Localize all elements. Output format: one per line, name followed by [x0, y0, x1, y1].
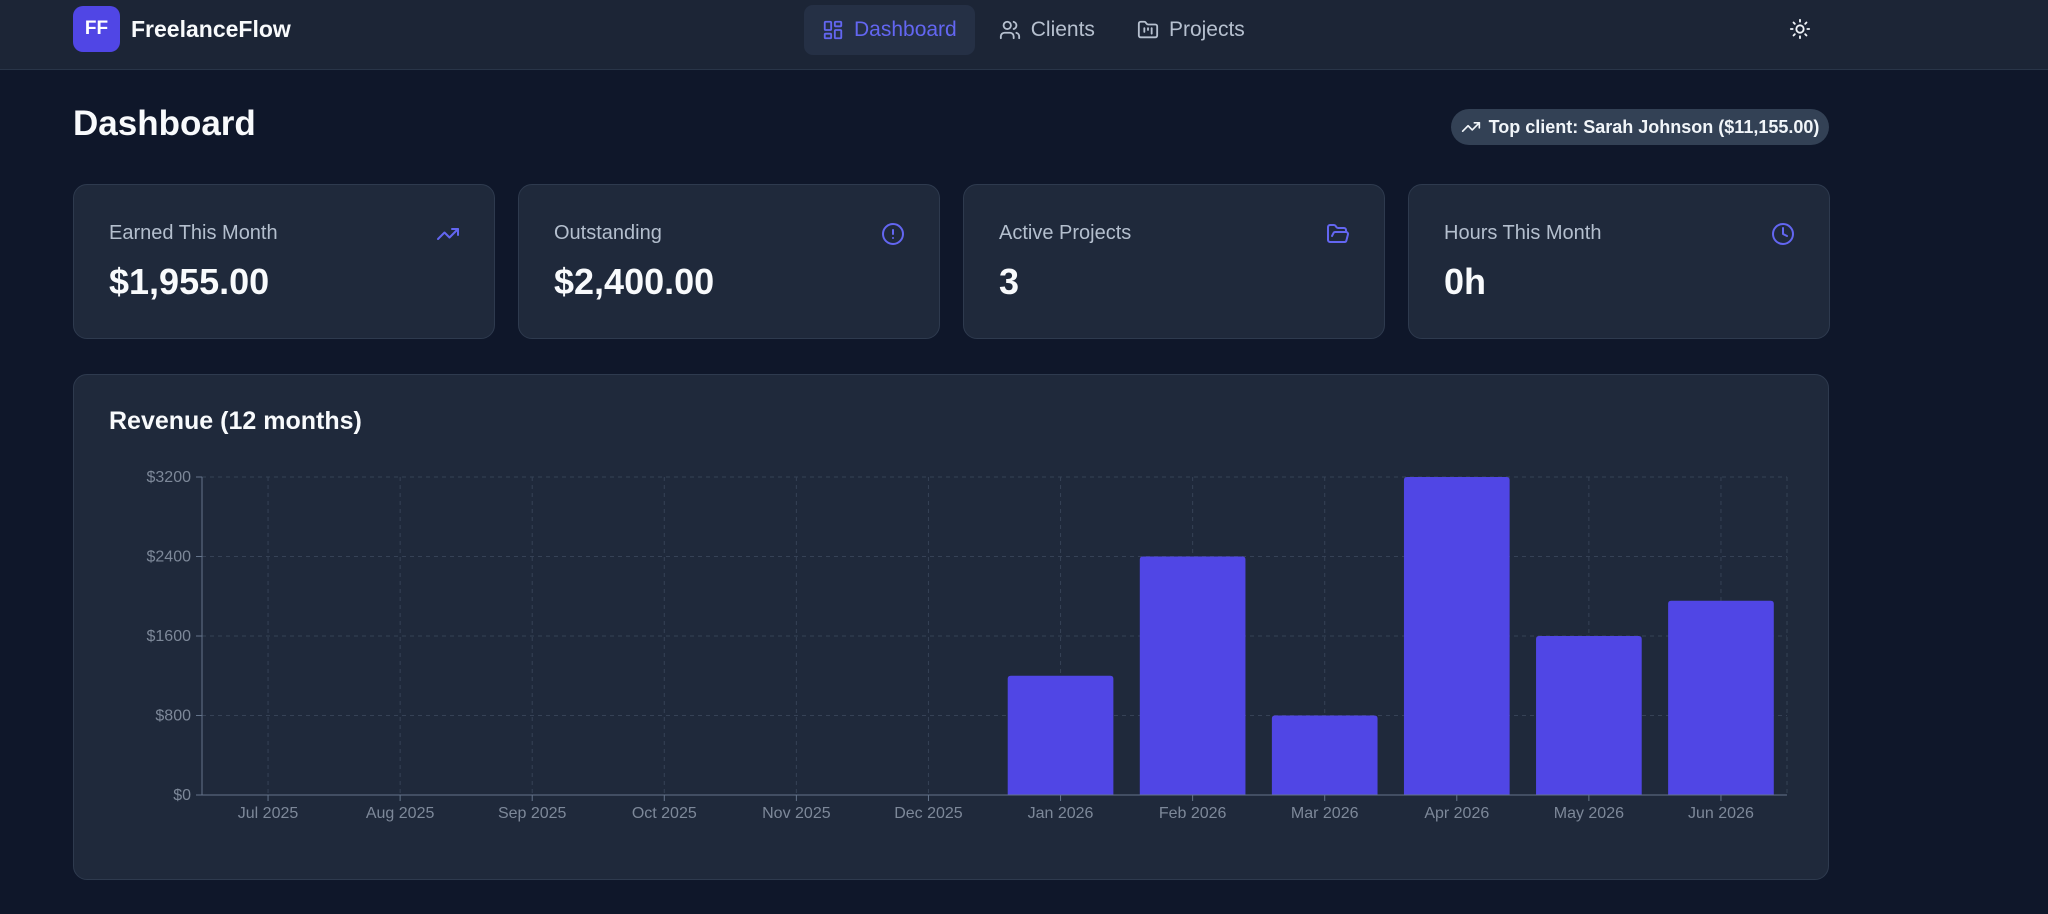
top-client-text: Top client: Sarah Johnson ($11,155.00)	[1488, 116, 1820, 137]
stat-value: 0h	[1444, 261, 1487, 302]
nav-projects-label: Projects	[1168, 18, 1245, 41]
revenue-chart-card: Revenue (12 months) $0 $800 $1600 $2400 $320…	[73, 374, 1829, 880]
alert-circle-icon	[882, 223, 904, 245]
bar	[1007, 675, 1114, 795]
stat-card-active-projects: Active Projects 3	[963, 184, 1385, 339]
brand-name: FreelanceFlow	[131, 15, 291, 42]
logo: FF	[73, 6, 120, 52]
page-title: Dashboard	[73, 104, 256, 143]
y-tick-label: $3200	[147, 469, 192, 486]
users-icon	[999, 20, 1020, 40]
bar	[1271, 715, 1378, 795]
revenue-bar-chart: $0 $800 $1600 $2400 $3200 Jul 2025 Aug 2025 Sep…	[147, 469, 1788, 822]
stat-value: $2,400.00	[554, 261, 715, 302]
folder-open-icon	[1327, 224, 1349, 243]
bar	[1139, 556, 1246, 795]
stat-value: 3	[999, 261, 1020, 302]
nav-clients[interactable]: Clients	[981, 5, 1113, 55]
x-tick-label: Jun 2026	[1688, 805, 1754, 822]
y-tick-label: $1600	[147, 628, 192, 645]
nav-dashboard[interactable]: Dashboard	[804, 5, 975, 55]
x-tick-label: Jul 2025	[238, 805, 299, 822]
top-navbar: FF FreelanceFlow Dashboard Clients Proje…	[0, 0, 2048, 70]
x-tick-label: Mar 2026	[1291, 805, 1359, 822]
stat-label: Outstanding	[554, 222, 662, 244]
x-tick-label: May 2026	[1554, 805, 1624, 822]
bar	[1668, 600, 1774, 795]
nav-clients-label: Clients	[1030, 18, 1095, 41]
stat-card-earned: Earned This Month $1,955.00	[73, 184, 495, 339]
clock-icon	[1772, 223, 1794, 245]
main-nav: Dashboard Clients Projects	[804, 5, 1263, 55]
nav-projects[interactable]: Projects	[1119, 5, 1263, 55]
trending-up-icon	[437, 228, 459, 240]
x-tick-label: Feb 2026	[1159, 805, 1227, 822]
x-tick-label: Sep 2025	[498, 805, 567, 822]
bar	[1403, 477, 1510, 795]
y-tick-label: $2400	[147, 549, 192, 566]
x-tick-label: Dec 2025	[894, 805, 963, 822]
nav-dashboard-label: Dashboard	[854, 18, 957, 41]
bar	[1536, 636, 1642, 795]
stat-label: Hours This Month	[1444, 222, 1602, 244]
y-tick-label: $800	[155, 708, 191, 725]
x-tick-label: Apr 2026	[1424, 805, 1489, 822]
stats-row: Earned This Month $1,955.00 Outstanding …	[73, 184, 1830, 339]
top-client-badge: Top client: Sarah Johnson ($11,155.00)	[1451, 109, 1829, 145]
stat-label: Active Projects	[999, 222, 1132, 244]
x-tick-label: Oct 2025	[632, 805, 697, 822]
x-tick-label: Nov 2025	[762, 805, 831, 822]
x-tick-label: Aug 2025	[366, 805, 435, 822]
stat-value: $1,955.00	[109, 261, 270, 302]
stat-card-outstanding: Outstanding $2,400.00	[518, 184, 940, 339]
trending-up-icon	[1461, 122, 1480, 132]
sun-icon	[1789, 18, 1811, 40]
stat-label: Earned This Month	[109, 222, 278, 244]
dashboard-grid-icon	[823, 20, 843, 40]
chart-title: Revenue (12 months)	[109, 407, 362, 435]
brand[interactable]: FF FreelanceFlow	[73, 6, 291, 52]
theme-toggle-button[interactable]	[1785, 14, 1815, 44]
y-tick-label: $0	[173, 787, 191, 804]
folder-kanban-icon	[1137, 20, 1159, 39]
stat-card-hours: Hours This Month 0h	[1408, 184, 1830, 339]
x-tick-label: Jan 2026	[1028, 805, 1094, 822]
